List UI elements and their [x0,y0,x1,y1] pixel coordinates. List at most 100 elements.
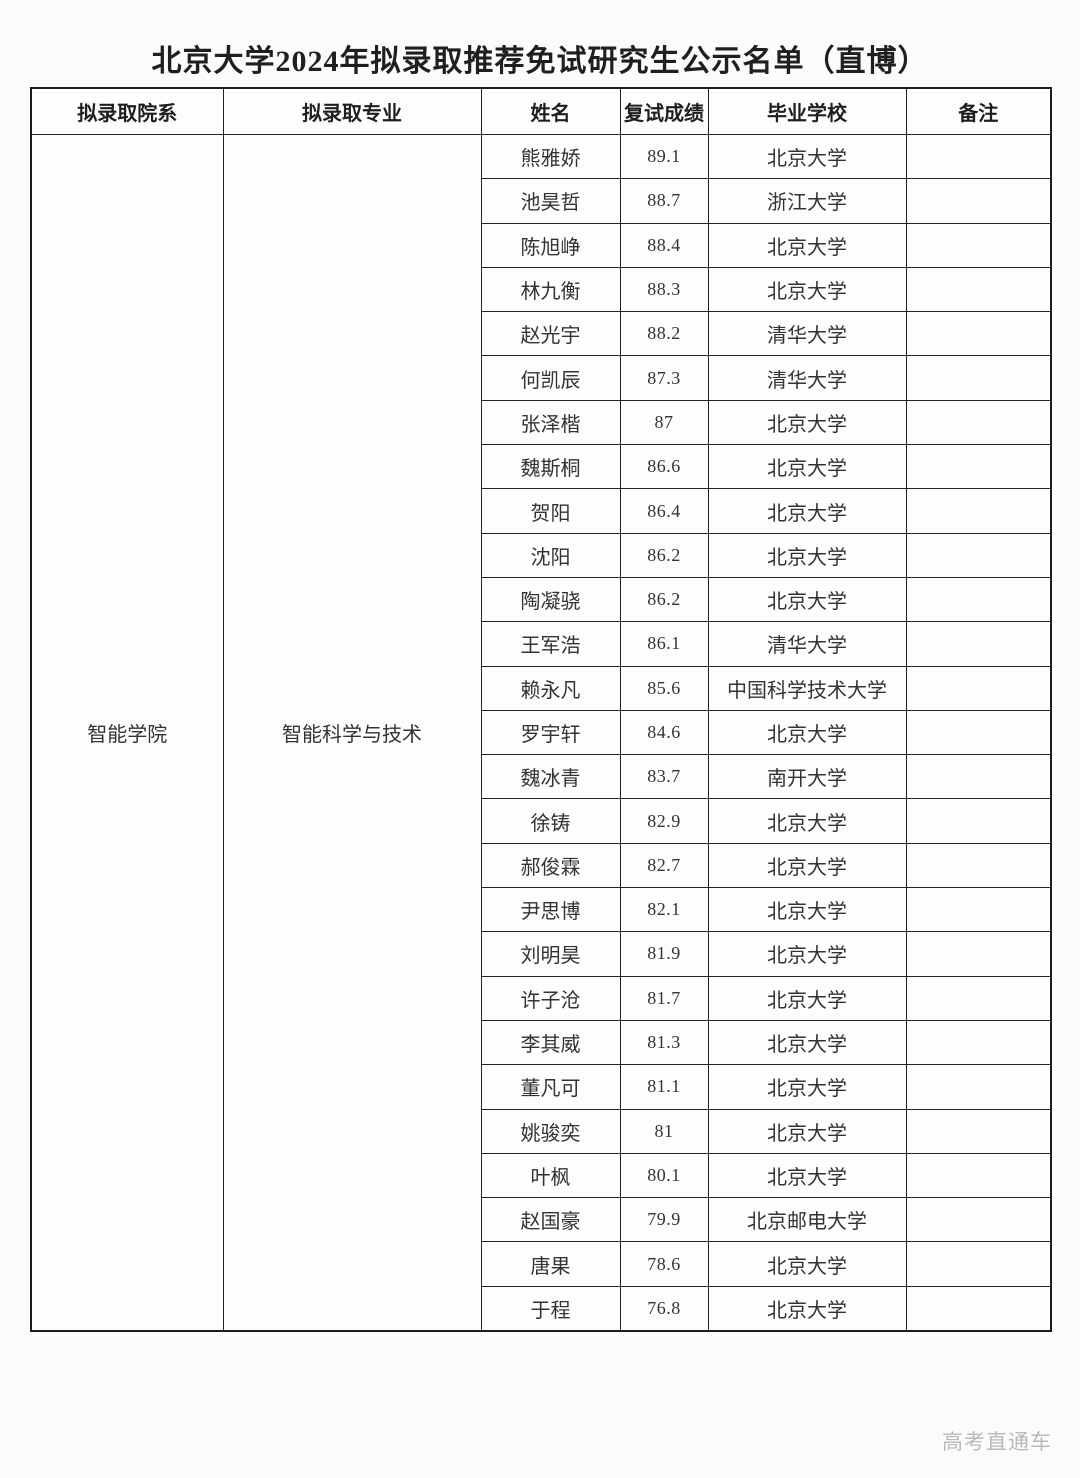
remark-cell [905,931,1052,977]
remark-cell [905,798,1052,844]
table-header: 拟录取院系 拟录取专业 姓名 复试成绩 毕业学校 备注 [30,87,1052,135]
school-cell: 北京大学 [707,133,907,180]
school-cell: 清华大学 [707,311,907,357]
school-cell: 中国科学技术大学 [707,665,907,711]
score-cell: 79.9 [619,1197,709,1243]
score-cell: 88.4 [619,222,709,268]
name-cell: 陶凝骁 [480,576,621,623]
score-cell: 81.7 [619,975,709,1021]
name-cell: 刘明昊 [480,931,621,977]
score-cell: 81.9 [619,931,709,977]
school-cell: 北京大学 [707,975,907,1021]
score-cell: 88.2 [619,311,709,357]
name-cell: 沈阳 [480,532,621,578]
column-header-department: 拟录取院系 [30,87,224,135]
score-cell: 89.1 [619,133,709,180]
table-row: 于程 76.8 北京大学 [31,1285,1052,1332]
table-row: 智能学院 智能科学与技术 熊雅娇 89.1 北京大学 [30,133,1052,1332]
name-cell: 董凡可 [480,1064,621,1110]
score-cell: 82.1 [619,887,709,933]
school-cell: 北京大学 [707,709,907,756]
remark-cell [905,399,1052,446]
remark-cell [905,754,1052,800]
remark-cell [905,1019,1052,1066]
name-cell: 罗宇轩 [480,709,621,756]
table-row: 陈旭峥 88.4 北京大学 [31,222,1052,268]
score-cell: 82.7 [619,842,709,889]
name-cell: 许子沧 [480,975,621,1021]
school-cell: 北京大学 [707,842,907,889]
score-cell: 84.6 [619,709,709,756]
table-row: 林九衡 88.3 北京大学 [31,266,1052,313]
remark-cell [905,709,1052,756]
remark-cell [905,1241,1052,1287]
name-cell: 王军浩 [480,621,621,667]
name-cell: 赵光宇 [480,311,621,357]
score-cell: 86.2 [619,576,709,623]
school-cell: 北京大学 [707,266,907,313]
remark-cell [905,1064,1052,1110]
name-cell: 贺阳 [480,488,621,534]
table-row: 徐铸 82.9 北京大学 [31,798,1052,844]
name-cell: 熊雅娇 [480,133,621,180]
name-cell: 郝俊霖 [480,842,621,889]
school-cell: 北京大学 [707,1064,907,1110]
remark-cell [905,222,1052,268]
name-cell: 陈旭峥 [480,222,621,268]
admission-table: 拟录取院系 拟录取专业 姓名 复试成绩 毕业学校 备注 智能学院 智能科学与技术熊… [30,87,1052,1333]
school-cell: 北京大学 [707,444,907,490]
school-cell: 南开大学 [707,754,907,800]
score-cell: 83.7 [619,754,709,800]
remark-cell [905,488,1052,534]
score-cell: 87 [619,399,709,446]
table-row: 姚骏奕 81 北京大学 [31,1108,1052,1154]
table-row: 尹思博 82.1 北京大学 [31,887,1052,933]
table-row: 魏冰青 83.7 南开大学 [31,754,1052,800]
remark-cell [905,355,1052,401]
school-cell: 北京大学 [707,1285,907,1332]
score-cell: 81 [619,1108,709,1154]
table-row: 何凯辰 87.3 清华大学 [31,355,1052,401]
name-cell: 唐果 [480,1241,621,1287]
score-cell: 78.6 [619,1241,709,1287]
remark-cell [905,975,1052,1021]
score-cell: 86.2 [619,532,709,578]
name-cell: 于程 [480,1285,621,1332]
name-cell: 姚骏奕 [480,1108,621,1154]
remark-cell [905,842,1052,889]
score-cell: 86.1 [619,621,709,667]
score-cell: 81.3 [619,1019,709,1066]
school-cell: 北京大学 [707,1108,907,1154]
score-cell: 85.6 [619,665,709,711]
name-cell: 魏斯桐 [480,444,621,490]
score-cell: 87.3 [619,355,709,401]
table-row: 陶凝骁 86.2 北京大学 [31,576,1052,623]
school-cell: 北京大学 [707,887,907,933]
name-cell: 徐铸 [480,798,621,844]
table-row: 魏斯桐 86.6 北京大学 [31,444,1052,490]
remark-cell [905,1108,1052,1154]
table-row: 赵光宇 88.2 清华大学 [31,311,1052,357]
name-cell: 赵国豪 [480,1197,621,1243]
column-header-major: 拟录取专业 [222,87,482,135]
name-cell: 张泽楷 [480,399,621,446]
school-cell: 清华大学 [707,621,907,667]
name-cell: 李其威 [480,1019,621,1066]
school-cell: 北京大学 [707,576,907,623]
table-row: 唐果 78.6 北京大学 [31,1241,1052,1287]
school-cell: 北京大学 [707,1241,907,1287]
name-cell: 林九衡 [480,266,621,313]
table-row: 郝俊霖 82.7 北京大学 [31,842,1052,889]
watermark: 高考直通车 [942,1430,1052,1454]
school-cell: 北京大学 [707,532,907,578]
name-cell: 尹思博 [480,887,621,933]
table-row: 叶枫 80.1 北京大学 [31,1152,1052,1199]
name-cell: 叶枫 [480,1152,621,1199]
remark-cell [905,621,1052,667]
score-cell: 76.8 [619,1285,709,1332]
score-cell: 80.1 [619,1152,709,1199]
score-cell: 88.3 [619,266,709,313]
table-row: 张泽楷 87 北京大学 [31,399,1052,446]
column-header-remark: 备注 [905,87,1052,135]
remark-cell [905,1152,1052,1199]
